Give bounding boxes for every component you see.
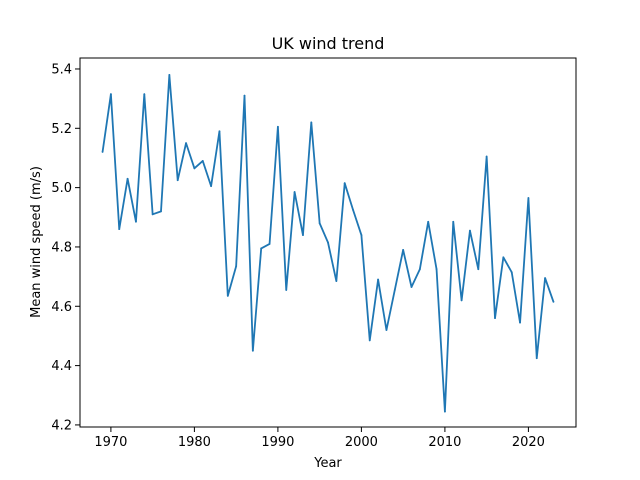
x-tick-label: 1970 <box>94 435 127 450</box>
x-tick-label: 1980 <box>178 435 211 450</box>
data-point <box>218 130 221 133</box>
y-tick-label: 4.4 <box>51 359 72 374</box>
data-point <box>160 210 162 213</box>
y-tick-label: 5.0 <box>51 181 72 196</box>
data-point <box>260 247 263 250</box>
data-point <box>469 229 471 232</box>
plot-area <box>101 74 555 413</box>
data-point <box>251 349 254 352</box>
chart-title: UK wind trend <box>272 34 385 53</box>
axes-frame <box>79 57 577 428</box>
data-point <box>410 286 413 288</box>
y-tick-label: 4.2 <box>51 418 72 433</box>
data-point <box>477 268 480 271</box>
data-point <box>385 329 388 331</box>
data-point <box>310 121 313 124</box>
data-point <box>101 151 104 153</box>
data-point <box>535 357 538 360</box>
data-point <box>485 155 488 158</box>
data-point <box>176 179 179 182</box>
y-tick-label: 5.2 <box>51 122 72 137</box>
data-point <box>502 256 505 259</box>
data-point <box>302 234 304 236</box>
data-point <box>527 197 530 199</box>
data-point <box>293 191 296 193</box>
x-tick-label: 2000 <box>345 435 378 450</box>
data-point <box>418 268 421 271</box>
y-tick-label: 4.6 <box>51 300 72 315</box>
data-point <box>318 222 321 225</box>
data-point <box>519 321 521 324</box>
data-point <box>185 142 187 145</box>
data-point <box>452 220 455 223</box>
data-point <box>393 289 396 291</box>
x-axis: 1970 1980 1990 2000 2010 2020 <box>94 427 545 450</box>
data-point <box>276 125 279 128</box>
x-tick-label: 1990 <box>261 435 294 450</box>
data-point <box>268 243 271 245</box>
y-axis: 4.2 4.4 4.6 4.8 5.0 5.2 5.4 <box>51 62 80 433</box>
data-point <box>552 300 555 303</box>
x-axis-label: Year <box>313 456 342 471</box>
data-point <box>444 410 446 413</box>
data-point <box>544 277 547 279</box>
data-point <box>460 299 463 302</box>
data-point <box>235 265 238 268</box>
data-point <box>335 280 338 282</box>
data-point <box>435 268 438 271</box>
y-tick-label: 4.8 <box>51 240 72 255</box>
y-axis-label: Mean wind speed (m/s) <box>29 166 44 318</box>
x-tick-label: 2020 <box>512 435 545 450</box>
data-point <box>109 93 112 96</box>
data-point <box>118 228 121 231</box>
data-point <box>143 93 146 96</box>
data-point <box>427 220 430 223</box>
data-point <box>327 241 329 244</box>
data-point <box>151 213 154 216</box>
data-point <box>494 317 496 320</box>
data-point <box>210 185 212 188</box>
data-point <box>510 271 513 274</box>
data-point <box>377 278 380 281</box>
y-tick-label: 5.4 <box>51 62 72 77</box>
data-point <box>193 167 196 170</box>
data-point <box>201 160 204 162</box>
data-point <box>243 94 246 97</box>
data-point <box>135 220 137 223</box>
data-point <box>402 249 405 251</box>
data-point <box>368 339 371 342</box>
data-point <box>168 74 171 76</box>
data-point <box>126 177 129 180</box>
x-tick-label: 2010 <box>428 435 461 450</box>
data-point <box>285 289 288 291</box>
data-point <box>352 208 354 211</box>
data-point <box>360 234 363 236</box>
data-point <box>226 294 229 297</box>
data-point <box>343 182 346 185</box>
